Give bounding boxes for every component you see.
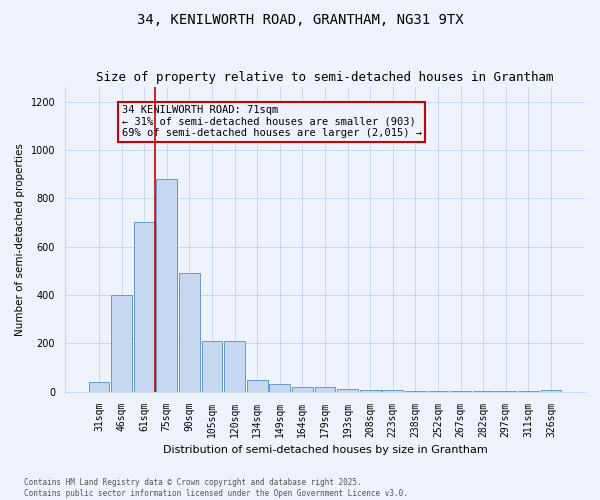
- Bar: [157, 179, 177, 392]
- Bar: [450, 391, 471, 392]
- Bar: [428, 391, 448, 392]
- X-axis label: Distribution of semi-detached houses by size in Grantham: Distribution of semi-detached houses by …: [163, 445, 487, 455]
- Bar: [405, 391, 426, 392]
- Bar: [224, 341, 245, 392]
- Bar: [292, 387, 313, 392]
- Bar: [314, 388, 335, 392]
- Bar: [247, 380, 268, 392]
- Bar: [518, 391, 539, 392]
- Bar: [496, 391, 516, 392]
- Bar: [134, 222, 155, 392]
- Bar: [89, 382, 109, 392]
- Bar: [337, 390, 358, 392]
- Text: 34, KENILWORTH ROAD, GRANTHAM, NG31 9TX: 34, KENILWORTH ROAD, GRANTHAM, NG31 9TX: [137, 12, 463, 26]
- Bar: [473, 391, 494, 392]
- Bar: [269, 384, 290, 392]
- Text: Contains HM Land Registry data © Crown copyright and database right 2025.
Contai: Contains HM Land Registry data © Crown c…: [24, 478, 408, 498]
- Bar: [382, 390, 403, 392]
- Bar: [360, 390, 380, 392]
- Y-axis label: Number of semi-detached properties: Number of semi-detached properties: [15, 143, 25, 336]
- Bar: [202, 341, 223, 392]
- Bar: [541, 390, 562, 392]
- Bar: [179, 273, 200, 392]
- Bar: [111, 295, 132, 392]
- Text: 34 KENILWORTH ROAD: 71sqm
← 31% of semi-detached houses are smaller (903)
69% of: 34 KENILWORTH ROAD: 71sqm ← 31% of semi-…: [122, 105, 422, 138]
- Title: Size of property relative to semi-detached houses in Grantham: Size of property relative to semi-detach…: [96, 72, 554, 85]
